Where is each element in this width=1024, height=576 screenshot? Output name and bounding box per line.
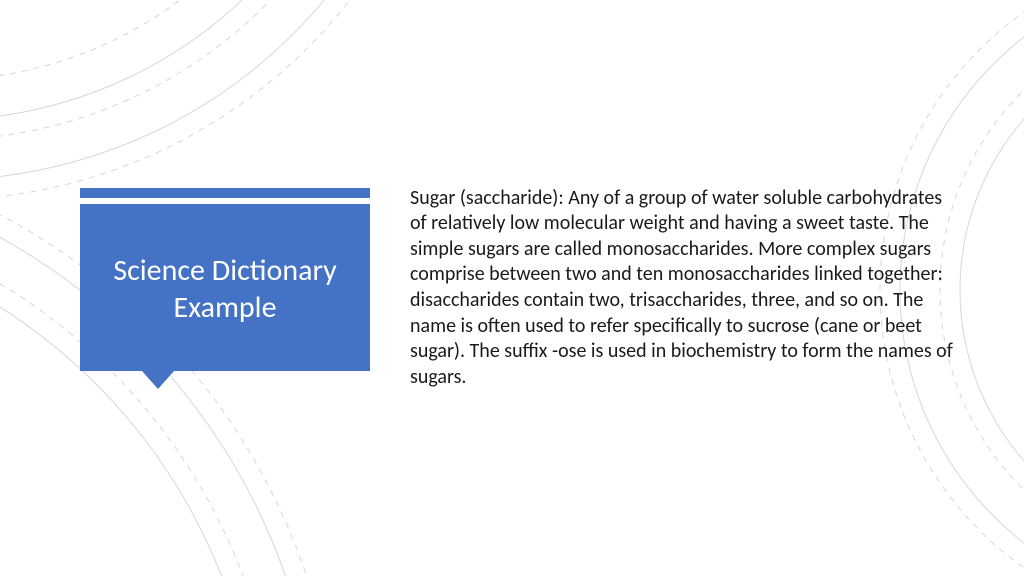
callout-accent-bar — [80, 188, 370, 198]
body-column: Sugar (saccharide): Any of a group of wa… — [400, 186, 1024, 391]
slide-content: Science Dictionary Example Sugar (saccha… — [0, 0, 1024, 576]
definition-text: Sugar (saccharide): Any of a group of wa… — [410, 186, 954, 391]
slide-title: Science Dictionary Example — [80, 204, 370, 371]
callout-arrow-icon — [142, 371, 174, 389]
title-column: Science Dictionary Example — [0, 188, 400, 389]
title-callout: Science Dictionary Example — [80, 188, 370, 389]
